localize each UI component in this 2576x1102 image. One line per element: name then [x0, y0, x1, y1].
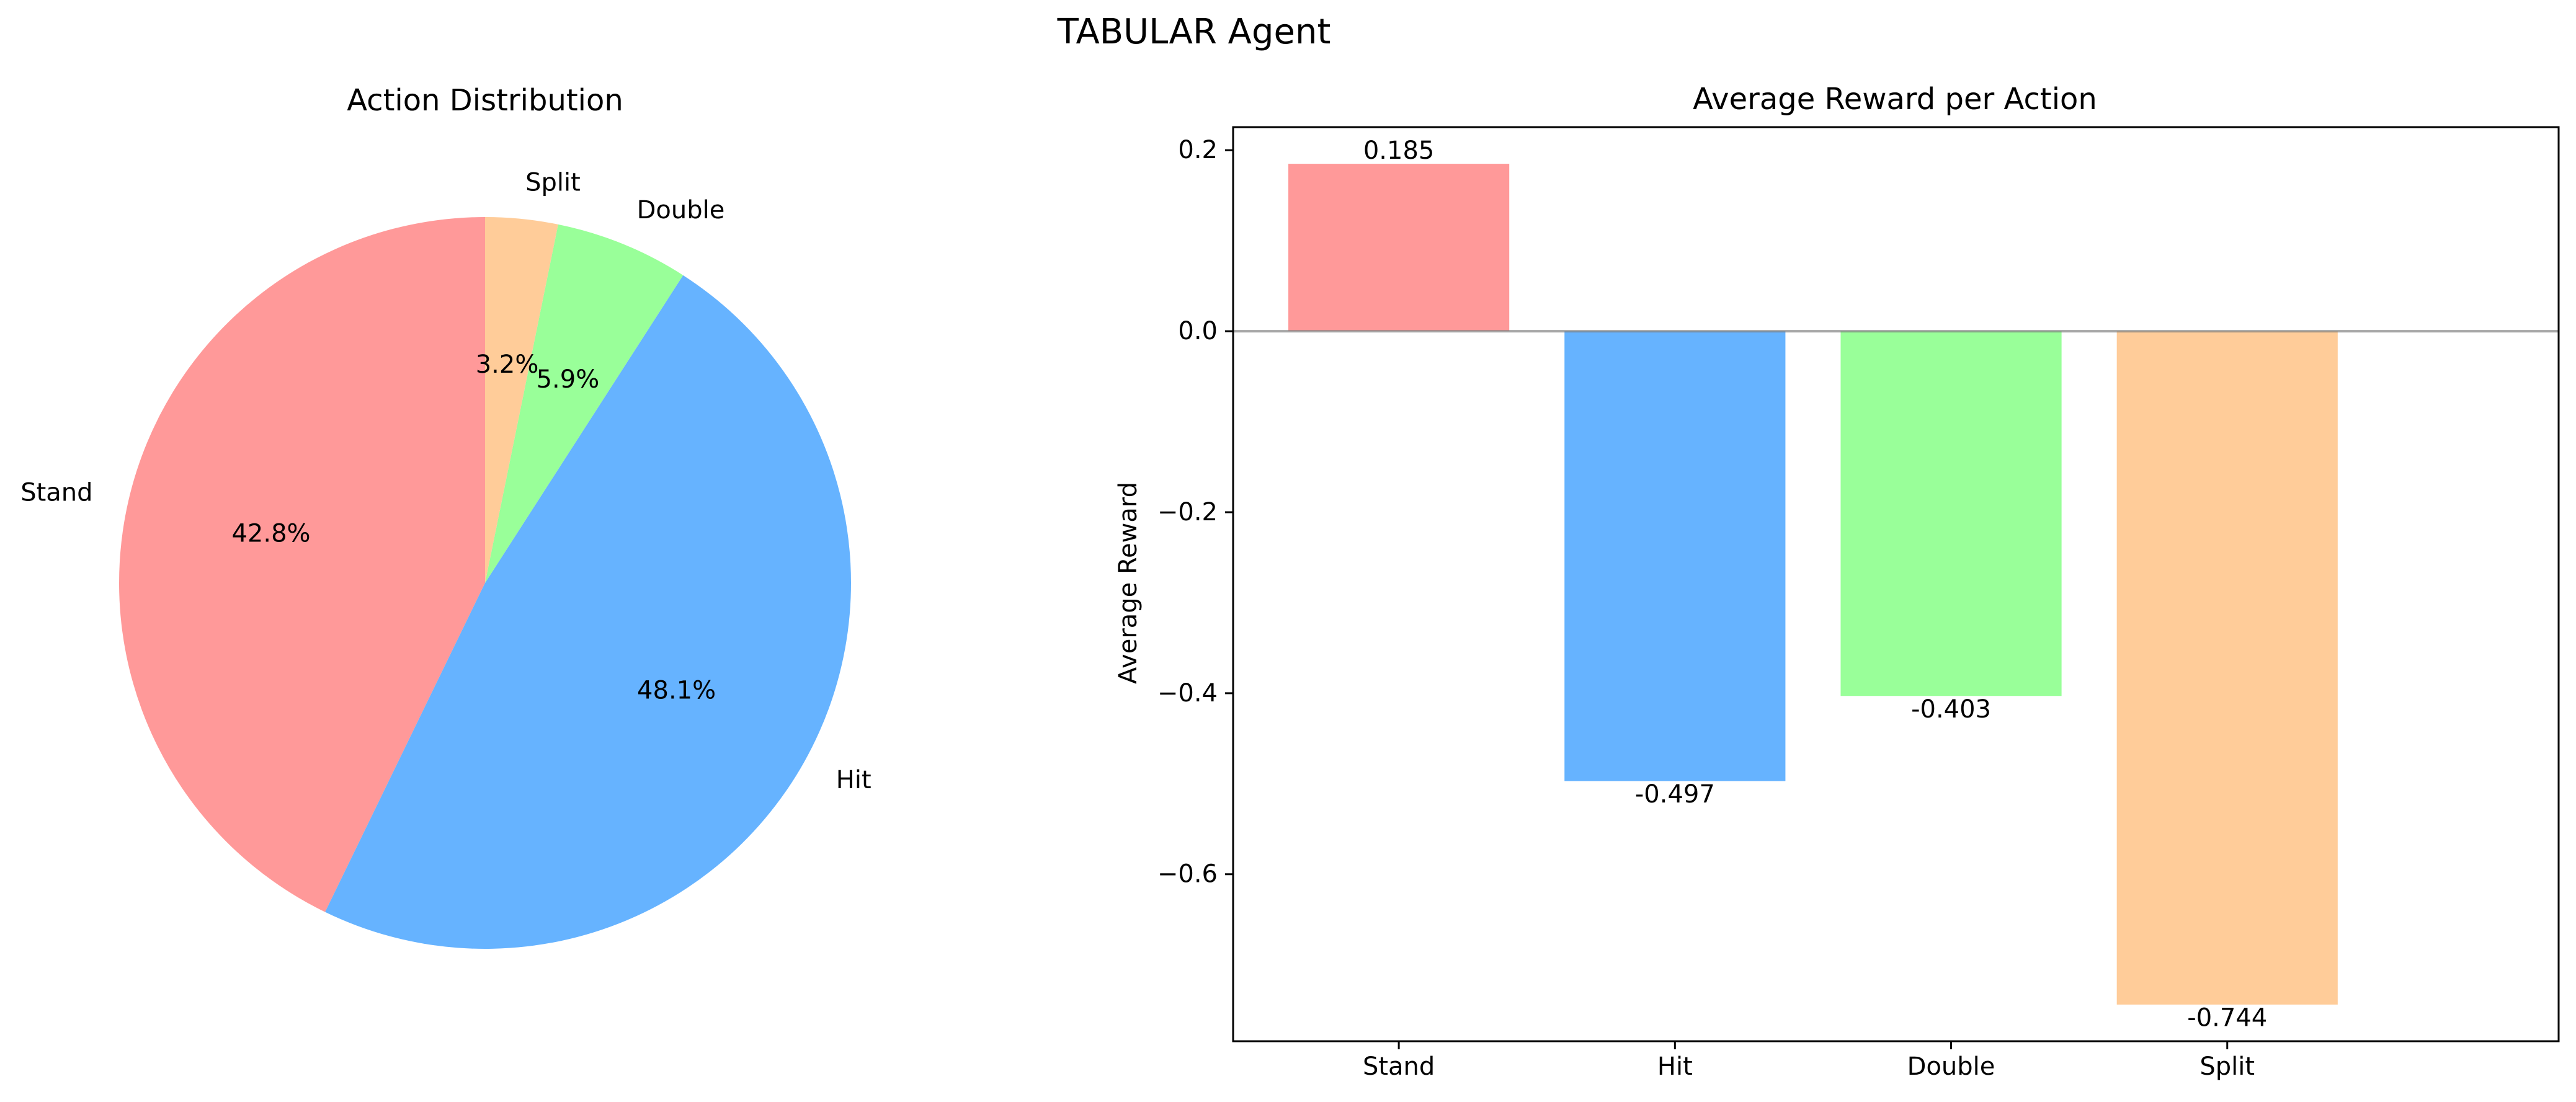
bar-double — [1840, 331, 2062, 696]
pie-label-split: Split — [525, 168, 581, 197]
x-tick-label-split: Split — [2199, 1052, 2255, 1081]
pie-percent-hit: 48.1% — [637, 676, 716, 704]
bars — [1288, 164, 2338, 1005]
y-tick-label: −0.6 — [1157, 860, 1218, 889]
bar-split — [2116, 331, 2338, 1005]
y-tick-label: −0.4 — [1157, 679, 1218, 708]
pie-slice-hit — [325, 275, 851, 949]
pie-slice-stand — [119, 217, 486, 912]
pie-percent-split: 3.2% — [476, 350, 539, 379]
y-tick-label: −0.2 — [1157, 498, 1218, 527]
y-tick-label: 0.2 — [1178, 136, 1218, 164]
pie-labels: Stand 42.8% Hit 48.1% Double 5.9% Split 3.2% — [20, 168, 871, 794]
bar-value-label-hit: -0.497 — [1635, 780, 1715, 809]
bar-chart: Average Reward per Action 0.2 0.0 −0.2 −0.4… — [1114, 82, 2560, 1081]
bar-value-labels: 0.185 -0.497 -0.403 -0.744 — [1363, 136, 2267, 1033]
bar-hit — [1564, 331, 1786, 781]
pie-slices — [119, 217, 851, 949]
x-tick-label-hit: Hit — [1657, 1052, 1693, 1081]
x-axis-ticks: Stand Hit Double Split — [1363, 1041, 2255, 1081]
y-axis-label: Average Reward — [1114, 482, 1143, 684]
x-tick-label-stand: Stand — [1363, 1052, 1435, 1081]
bar-title: Average Reward per Action — [1693, 82, 2097, 117]
bar-axes-frame — [1232, 126, 2560, 1042]
pie-chart: Action Distribution Stand 42.8% Hit 48.1% Do… — [20, 83, 871, 949]
y-tick-label: 0.0 — [1178, 317, 1218, 345]
pie-slice-split — [485, 217, 558, 583]
bar-value-label-double: -0.403 — [1911, 695, 1991, 724]
figure-title: TABULAR Agent — [1057, 12, 1331, 52]
pie-percent-double: 5.9% — [537, 365, 600, 394]
pie-percent-stand: 42.8% — [231, 520, 310, 548]
bar-value-label-split: -0.744 — [2187, 1004, 2267, 1033]
y-axis-ticks: 0.2 0.0 −0.2 −0.4 −0.6 — [1157, 136, 1233, 889]
bar-stand — [1288, 164, 1510, 332]
pie-label-double: Double — [637, 196, 725, 224]
pie-title: Action Distribution — [347, 83, 623, 118]
pie-label-stand: Stand — [20, 478, 92, 507]
pie-label-hit: Hit — [836, 766, 871, 794]
x-tick-label-double: Double — [1907, 1052, 1995, 1081]
pie-slice-double — [485, 224, 684, 584]
bar-value-label-stand: 0.185 — [1363, 136, 1435, 165]
